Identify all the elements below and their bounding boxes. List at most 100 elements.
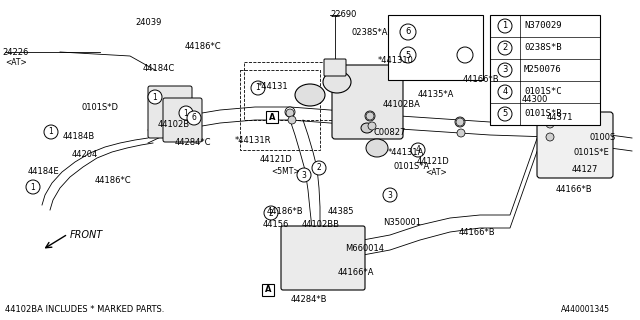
Text: 6: 6 [191, 114, 196, 123]
Bar [266, 111, 278, 123]
Circle shape [457, 47, 473, 63]
Text: 44300: 44300 [522, 95, 548, 104]
Text: 44102BB: 44102BB [302, 220, 340, 229]
Circle shape [383, 188, 397, 202]
Text: 1: 1 [184, 108, 188, 117]
Circle shape [285, 107, 295, 117]
Circle shape [297, 168, 311, 182]
FancyBboxPatch shape [163, 98, 202, 142]
Text: N350001: N350001 [383, 218, 421, 227]
Circle shape [498, 107, 512, 121]
Ellipse shape [323, 71, 351, 93]
Text: 44135*A: 44135*A [417, 90, 454, 99]
Text: 44385: 44385 [328, 207, 355, 216]
Text: 44121D: 44121D [260, 155, 292, 164]
Text: 5: 5 [405, 51, 411, 60]
Circle shape [179, 106, 193, 120]
Circle shape [498, 41, 512, 55]
Text: 1: 1 [255, 84, 260, 92]
Text: 44184E: 44184E [28, 167, 60, 176]
Text: 44166*B: 44166*B [463, 75, 500, 84]
Text: *44131R: *44131R [235, 136, 271, 145]
Text: M250076: M250076 [524, 66, 562, 75]
Circle shape [368, 122, 376, 130]
Text: 44186*B: 44186*B [267, 207, 303, 216]
Text: *44131A: *44131A [388, 148, 424, 157]
Text: 0101S*D: 0101S*D [82, 103, 119, 112]
Text: <AT>: <AT> [425, 168, 447, 177]
Text: 1: 1 [49, 127, 53, 137]
Circle shape [251, 81, 265, 95]
Text: M660014: M660014 [345, 244, 384, 253]
Text: 2: 2 [269, 209, 273, 218]
Text: 44186*C: 44186*C [185, 42, 221, 51]
Text: 44166*B: 44166*B [459, 228, 495, 237]
FancyBboxPatch shape [537, 112, 613, 178]
Ellipse shape [366, 139, 388, 157]
Text: 22690: 22690 [330, 10, 356, 19]
Text: 44121D: 44121D [417, 157, 450, 166]
Circle shape [148, 90, 162, 104]
Circle shape [498, 19, 512, 33]
Text: 1: 1 [502, 21, 508, 30]
Text: 0238S*A: 0238S*A [352, 28, 388, 37]
Text: 44184C: 44184C [143, 64, 175, 73]
Text: 3: 3 [301, 171, 307, 180]
Text: *44131: *44131 [258, 82, 289, 91]
Circle shape [455, 117, 465, 127]
Text: 5: 5 [502, 109, 508, 118]
Text: 24226: 24226 [2, 48, 28, 57]
Circle shape [26, 180, 40, 194]
Circle shape [264, 206, 278, 220]
Text: 2: 2 [317, 164, 321, 172]
Text: 44156: 44156 [263, 220, 289, 229]
Text: 0101S*A: 0101S*A [393, 162, 429, 171]
Text: N370029: N370029 [524, 21, 562, 30]
Bar [262, 284, 274, 296]
Text: 6: 6 [405, 28, 411, 36]
Circle shape [400, 24, 416, 40]
Text: 0101S*B: 0101S*B [524, 109, 562, 118]
Circle shape [456, 118, 464, 126]
Bar [388, 15, 483, 80]
Text: 4: 4 [415, 146, 420, 155]
Text: 44204: 44204 [72, 150, 99, 159]
Text: 2: 2 [502, 44, 508, 52]
Text: 44184B: 44184B [63, 132, 95, 141]
Circle shape [498, 85, 512, 99]
Text: <5MT>: <5MT> [271, 167, 300, 176]
Text: <AT>: <AT> [5, 58, 27, 67]
Text: 0101S*E: 0101S*E [574, 148, 610, 157]
Text: 44127: 44127 [572, 165, 598, 174]
Text: A: A [265, 285, 271, 294]
Ellipse shape [361, 123, 373, 133]
Circle shape [312, 161, 326, 175]
Text: 4: 4 [502, 87, 508, 97]
Text: 44102B: 44102B [158, 120, 190, 129]
Text: 0101S*C: 0101S*C [524, 87, 562, 97]
Circle shape [400, 47, 416, 63]
Text: 44102BA: 44102BA [383, 100, 421, 109]
Text: 0100S: 0100S [590, 133, 616, 142]
Text: 24039: 24039 [135, 18, 161, 27]
Bar [490, 15, 600, 125]
Circle shape [546, 120, 554, 128]
Text: A440001345: A440001345 [561, 305, 610, 314]
Text: 44284*B: 44284*B [291, 295, 328, 304]
Text: 44102BA INCLUDES * MARKED PARTS.: 44102BA INCLUDES * MARKED PARTS. [5, 305, 164, 314]
Text: 3: 3 [502, 66, 508, 75]
Text: 44166*A: 44166*A [338, 268, 374, 277]
Text: 3: 3 [388, 190, 392, 199]
Text: C00827: C00827 [373, 128, 405, 137]
Circle shape [457, 129, 465, 137]
Text: 44166*B: 44166*B [556, 185, 593, 194]
Text: 44186*C: 44186*C [95, 176, 132, 185]
Circle shape [288, 116, 296, 124]
Text: A: A [269, 113, 275, 122]
Ellipse shape [295, 84, 325, 106]
Circle shape [286, 109, 294, 117]
FancyBboxPatch shape [324, 59, 346, 76]
Circle shape [546, 133, 554, 141]
Circle shape [44, 125, 58, 139]
Circle shape [411, 143, 425, 157]
